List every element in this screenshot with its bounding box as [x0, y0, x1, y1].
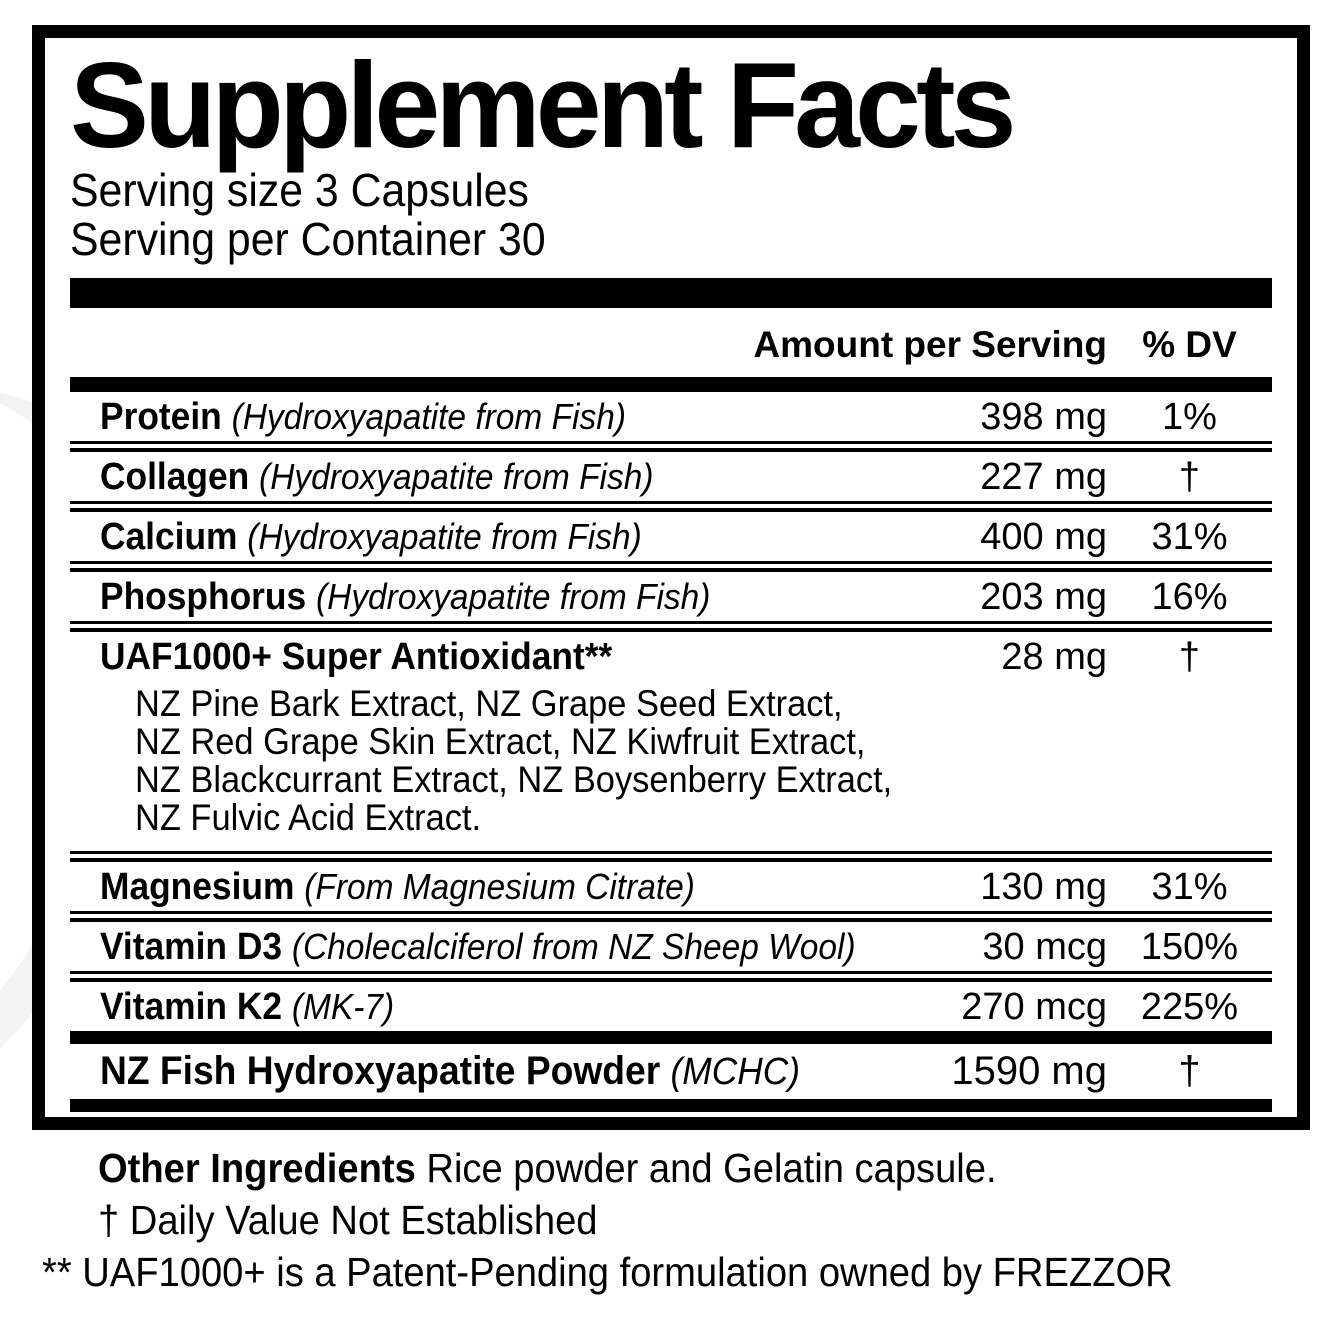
header-amount-per-serving: Amount per Serving — [753, 324, 1107, 365]
nutrient-amount: 30 mcg — [982, 926, 1107, 968]
nutrient-dv: † — [1178, 636, 1201, 678]
nutrient-name: Calcium — [100, 516, 238, 558]
panel-title: Supplement Facts — [70, 37, 1016, 173]
nutrient-row-vitamin-k2: Vitamin K2 (MK-7) 270 mcg 225% — [70, 982, 1272, 1031]
nutrient-row-nz-fish-hydroxyapatite: NZ Fish Hydroxyapatite Powder (MCHC) 159… — [70, 1044, 1272, 1099]
uaf-ingredient-line: NZ Blackcurrant Extract, NZ Boysenberry … — [135, 759, 893, 800]
divider-heavy-above-highlight — [70, 1031, 1272, 1044]
uaf-ingredient-list: NZ Pine Bark Extract, NZ Grape Seed Extr… — [70, 681, 1272, 851]
row-divider — [70, 911, 1272, 922]
nutrient-row-calcium: Calcium (Hydroxyapatite from Fish) 400 m… — [70, 512, 1272, 561]
footnotes: Other Ingredients Rice powder and Gelati… — [42, 1142, 1292, 1298]
supplement-facts-panel: Supplement Facts Serving size 3 Capsules… — [32, 25, 1310, 1130]
nutrient-dv: 31% — [1151, 516, 1228, 558]
footnote-uaf-patent: ** UAF1000+ is a Patent-Pending formulat… — [42, 1249, 1173, 1295]
row-divider — [70, 501, 1272, 512]
nutrient-row-collagen: Collagen (Hydroxyapatite from Fish) 227 … — [70, 452, 1272, 501]
nutrient-amount: 130 mg — [980, 866, 1107, 908]
nutrient-row-uaf1000: UAF1000+ Super Antioxidant** 28 mg † NZ … — [70, 632, 1272, 851]
nutrient-name: UAF1000+ Super Antioxidant** — [100, 636, 613, 678]
row-divider — [70, 441, 1272, 452]
nutrient-amount: 400 mg — [980, 516, 1107, 558]
row-divider — [70, 971, 1272, 982]
nutrient-dv: 225% — [1140, 986, 1239, 1028]
nutrient-name: Phosphorus — [100, 576, 307, 618]
nutrient-name: Magnesium — [100, 866, 295, 908]
nutrient-amount: 1590 mg — [951, 1049, 1107, 1093]
nutrient-dv: 150% — [1140, 926, 1239, 968]
nutrient-note: (From Magnesium Citrate) — [304, 866, 695, 907]
divider-heavy-top — [70, 278, 1272, 308]
nutrient-note: (MCHC) — [670, 1051, 801, 1093]
nutrient-name: Collagen — [100, 456, 250, 498]
divider-heavy-bottom — [70, 1099, 1272, 1112]
nutrient-dv: 31% — [1151, 866, 1228, 908]
nutrient-note: (Cholecalciferol from NZ Sheep Wool) — [291, 926, 856, 967]
footnote-daily-value: † Daily Value Not Established — [98, 1197, 598, 1243]
nutrient-row-vitamin-d3: Vitamin D3 (Cholecalciferol from NZ Shee… — [70, 922, 1272, 971]
nutrient-amount: 270 mcg — [961, 986, 1107, 1028]
nutrient-name: NZ Fish Hydroxyapatite Powder — [100, 1049, 661, 1093]
nutrient-dv: † — [1178, 1049, 1201, 1093]
uaf-ingredient-line: NZ Fulvic Acid Extract. — [135, 797, 482, 838]
row-divider — [70, 851, 1272, 862]
nutrient-amount: 203 mg — [980, 576, 1107, 618]
nutrient-name: Vitamin D3 — [100, 926, 283, 968]
divider-header — [70, 377, 1272, 392]
nutrient-dv: 1% — [1162, 396, 1217, 438]
nutrient-amount: 398 mg — [980, 396, 1107, 438]
nutrient-amount: 227 mg — [980, 456, 1107, 498]
nutrient-note: (MK-7) — [291, 986, 395, 1027]
table-header: Amount per Serving % DV — [70, 308, 1272, 377]
nutrient-amount: 28 mg — [1001, 636, 1107, 678]
nutrient-row-protein: Protein (Hydroxyapatite from Fish) 398 m… — [70, 392, 1272, 441]
nutrient-note: (Hydroxyapatite from Fish) — [231, 396, 626, 437]
nutrient-note: (Hydroxyapatite from Fish) — [259, 456, 654, 497]
uaf-ingredient-line: NZ Pine Bark Extract, NZ Grape Seed Extr… — [135, 683, 843, 724]
nutrient-dv: 16% — [1151, 576, 1228, 618]
nutrient-row-magnesium: Magnesium (From Magnesium Citrate) 130 m… — [70, 862, 1272, 911]
nutrient-name: Protein — [100, 396, 222, 438]
row-divider — [70, 621, 1272, 632]
nutrient-note: (Hydroxyapatite from Fish) — [247, 516, 642, 557]
row-divider — [70, 561, 1272, 572]
footnote-other-ingredients: Other Ingredients Rice powder and Gelati… — [98, 1145, 997, 1191]
header-percent-dv: % DV — [1142, 324, 1237, 365]
nutrient-row-phosphorus: Phosphorus (Hydroxyapatite from Fish) 20… — [70, 572, 1272, 621]
servings-per-container: Serving per Container 30 — [70, 213, 546, 265]
nutrient-dv: † — [1178, 456, 1201, 498]
nutrient-note: (Hydroxyapatite from Fish) — [315, 576, 711, 617]
nutrient-name: Vitamin K2 — [100, 986, 283, 1028]
serving-size: Serving size 3 Capsules — [70, 164, 529, 216]
uaf-ingredient-line: NZ Red Grape Skin Extract, NZ Kiwfruit E… — [135, 721, 866, 762]
